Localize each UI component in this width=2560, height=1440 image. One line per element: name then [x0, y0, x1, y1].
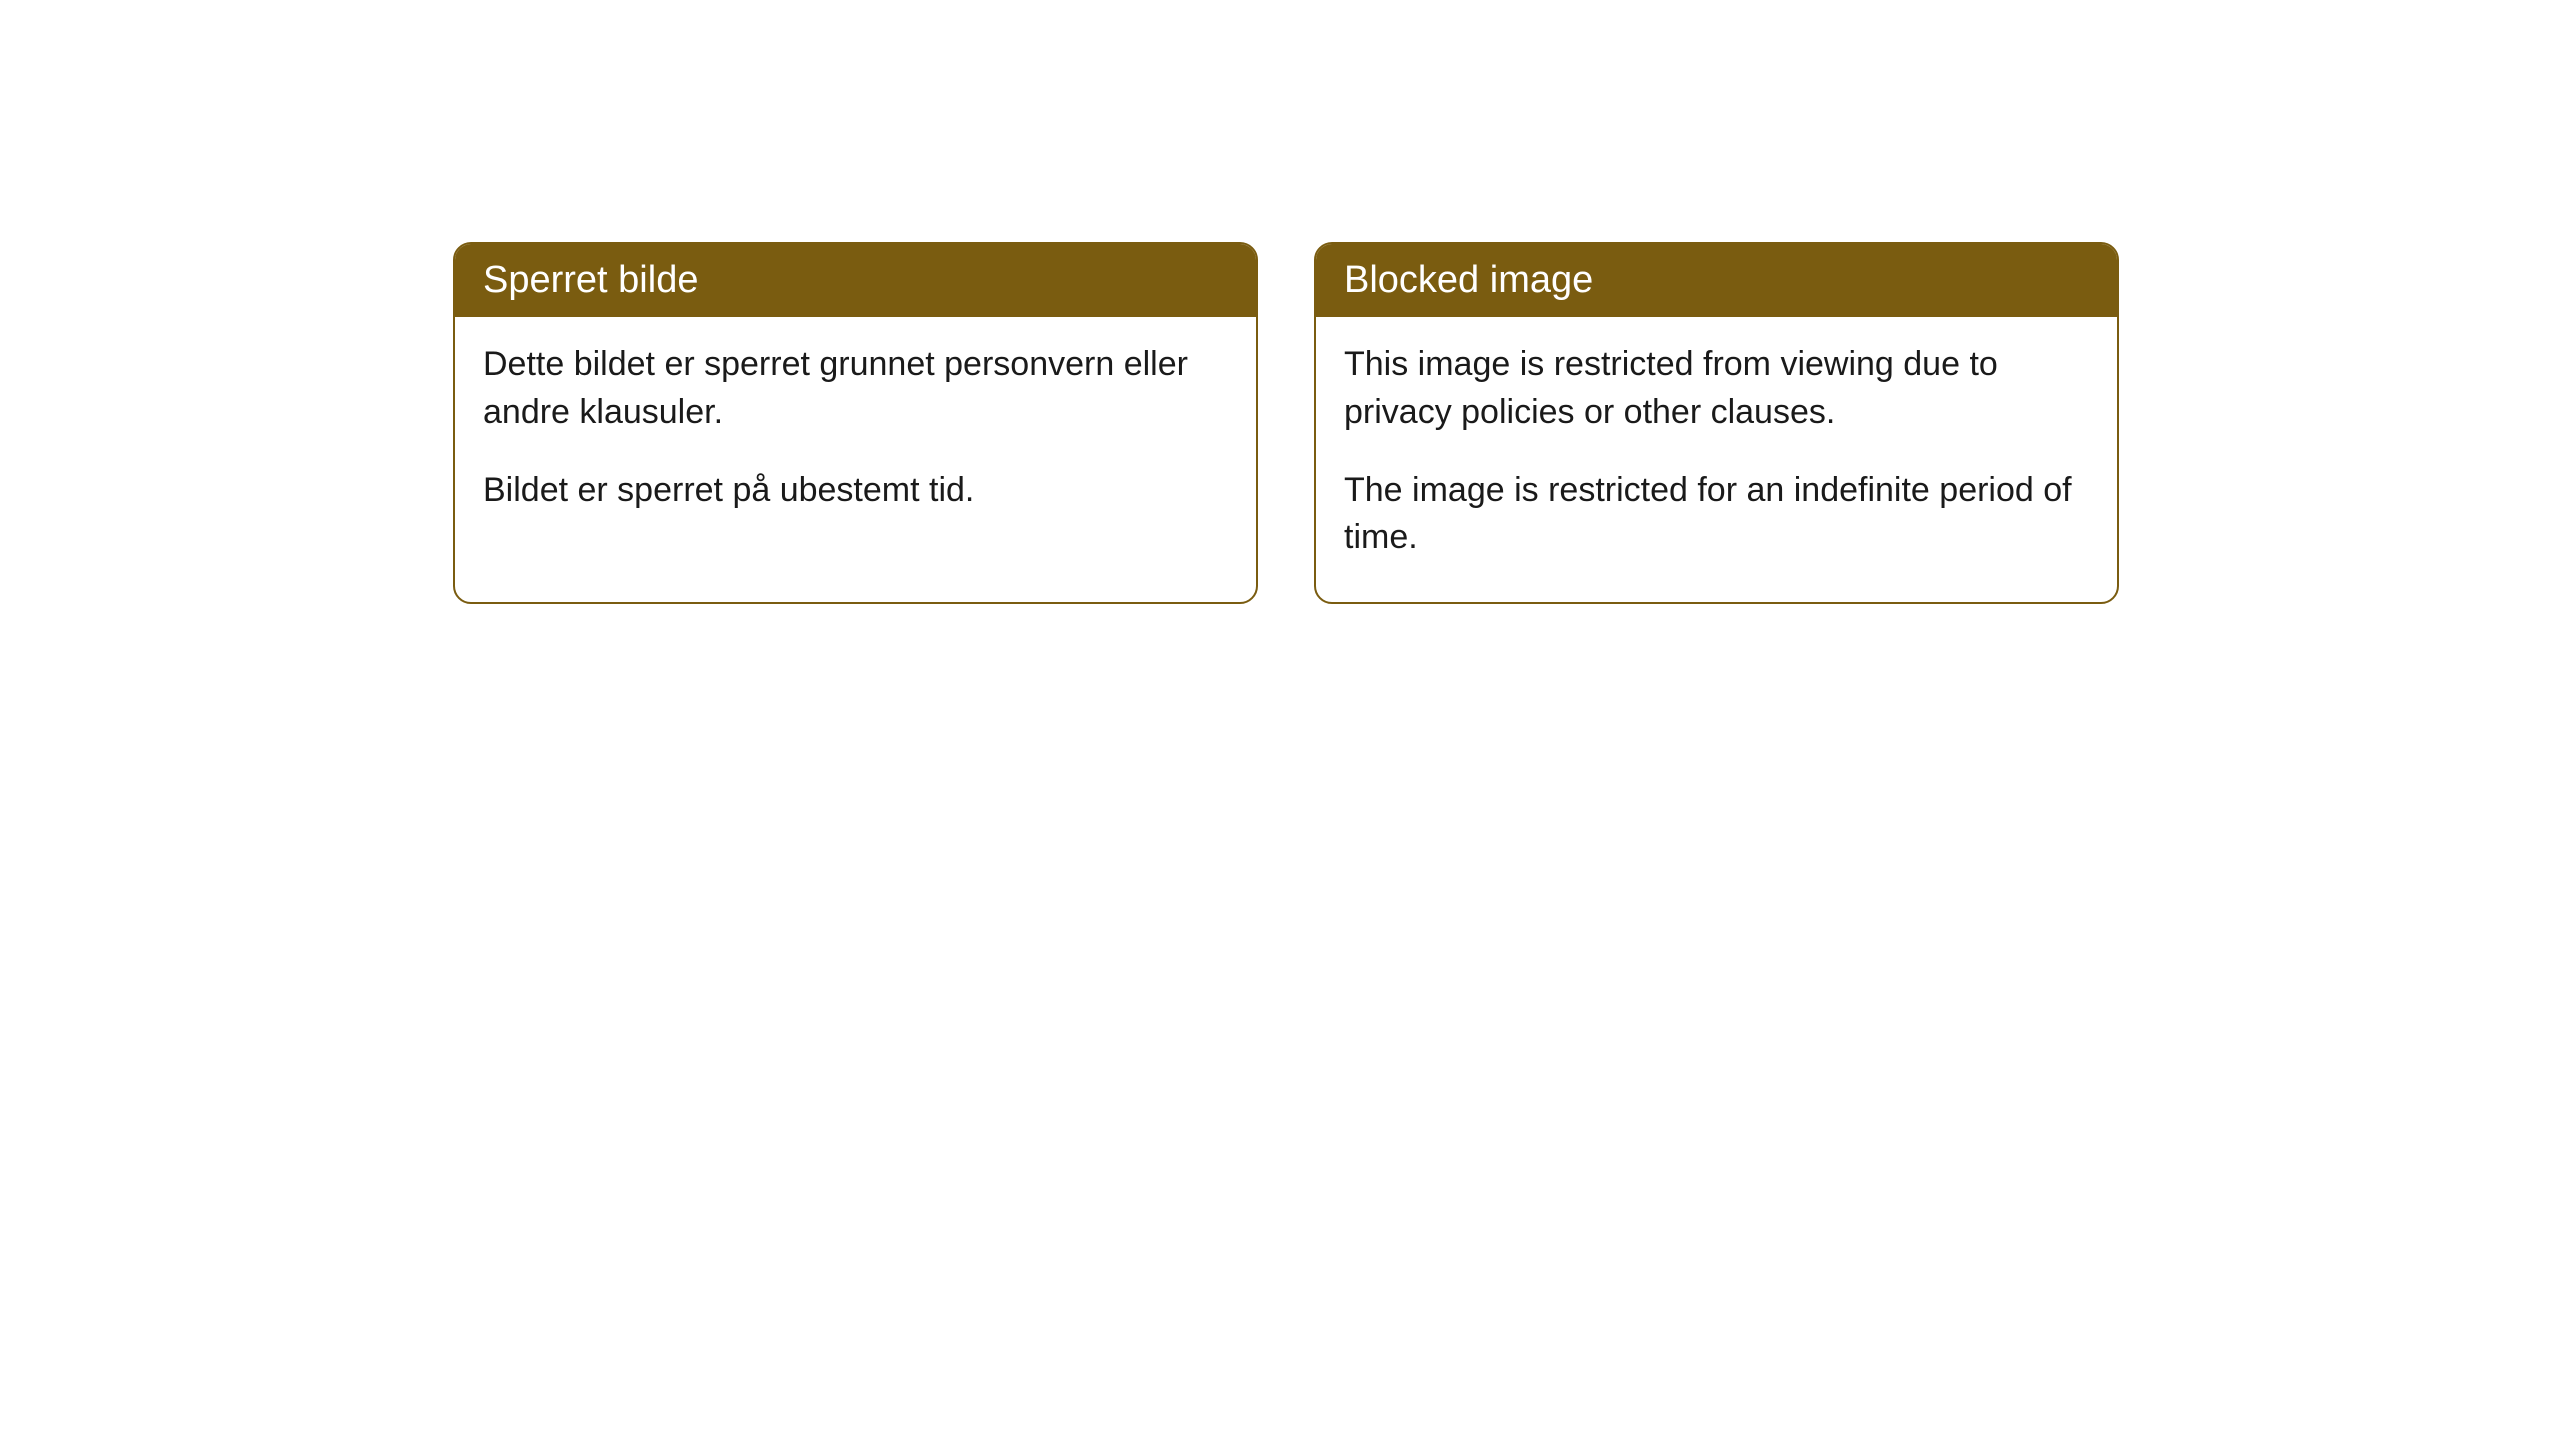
card-paragraph: The image is restricted for an indefinit… [1344, 467, 2089, 562]
card-header-norwegian: Sperret bilde [455, 244, 1256, 317]
card-paragraph: Bildet er sperret på ubestemt tid. [483, 467, 1228, 515]
card-body-norwegian: Dette bildet er sperret grunnet personve… [455, 317, 1256, 554]
notice-card-norwegian: Sperret bilde Dette bildet er sperret gr… [453, 242, 1258, 604]
card-paragraph: This image is restricted from viewing du… [1344, 341, 2089, 436]
notice-card-english: Blocked image This image is restricted f… [1314, 242, 2119, 604]
card-header-english: Blocked image [1316, 244, 2117, 317]
card-body-english: This image is restricted from viewing du… [1316, 317, 2117, 601]
notice-cards-container: Sperret bilde Dette bildet er sperret gr… [453, 242, 2560, 604]
card-paragraph: Dette bildet er sperret grunnet personve… [483, 341, 1228, 436]
